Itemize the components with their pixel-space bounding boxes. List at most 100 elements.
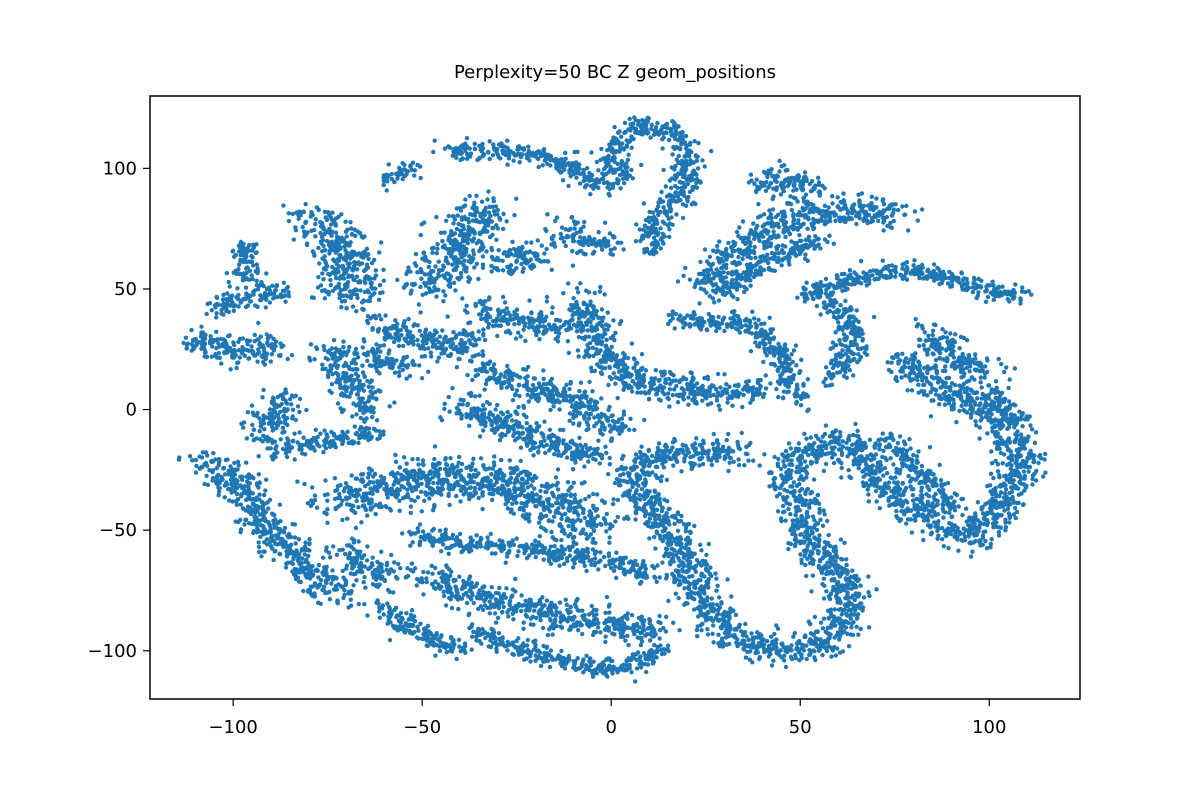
scatter-point: [700, 158, 705, 163]
scatter-point: [373, 268, 378, 273]
scatter-point: [550, 305, 555, 310]
scatter-point: [568, 326, 574, 331]
scatter-point: [327, 597, 333, 602]
scatter-point: [293, 417, 298, 423]
scatter-point: [366, 290, 371, 295]
scatter-point: [436, 355, 442, 360]
scatter-point: [263, 305, 268, 310]
scatter-point: [601, 353, 607, 359]
scatter-point: [390, 365, 395, 371]
scatter-point: [627, 173, 633, 178]
scatter-point: [360, 345, 365, 350]
scatter-point: [490, 225, 495, 231]
scatter-point: [222, 350, 227, 355]
scatter-point: [202, 342, 207, 347]
scatter-point: [373, 511, 378, 517]
scatter-point: [472, 200, 477, 205]
scatter-point: [468, 212, 473, 217]
scatter-point: [396, 338, 401, 343]
scatter-point: [633, 382, 638, 387]
scatter-point: [643, 233, 648, 238]
scatter-point: [594, 400, 600, 405]
scatter-point: [660, 219, 665, 224]
scatter-point: [670, 392, 675, 398]
scatter-point: [613, 381, 618, 386]
scatter-point: [351, 377, 356, 383]
scatter-point: [278, 519, 283, 524]
scatter-point: [464, 303, 469, 308]
scatter-point: [391, 339, 397, 345]
scatter-point: [540, 317, 545, 322]
scatter-point: [512, 312, 517, 317]
scatter-point: [470, 377, 475, 383]
scatter-point: [293, 393, 299, 398]
scatter-point: [491, 256, 496, 262]
scatter-point: [320, 362, 325, 367]
scatter-point: [308, 503, 314, 509]
scatter-point: [214, 295, 220, 301]
scatter-point: [388, 335, 393, 340]
scatter-point: [316, 575, 321, 580]
scatter-point: [463, 197, 468, 202]
scatter-point: [629, 385, 634, 390]
scatter-point: [592, 368, 597, 374]
scatter-point: [381, 429, 386, 434]
scatter-point: [323, 265, 328, 270]
scatter-point: [247, 268, 253, 274]
scatter-point: [352, 350, 357, 355]
scatter-point: [328, 439, 334, 444]
scatter-point: [383, 313, 388, 318]
scatter-point: [255, 304, 260, 309]
scatter-point: [393, 459, 399, 464]
scatter-point: [534, 421, 539, 426]
scatter-point: [588, 192, 593, 197]
scatter-point: [224, 308, 229, 314]
scatter-point: [257, 512, 263, 517]
scatter-point: [453, 266, 458, 271]
scatter-point: [193, 457, 199, 463]
scatter-point: [506, 380, 512, 385]
scatter-point: [235, 497, 241, 502]
scatter-point: [391, 482, 396, 487]
scatter-point: [395, 321, 400, 327]
scatter-point: [199, 324, 204, 329]
scatter-point: [670, 119, 675, 124]
scatter-point: [326, 271, 331, 277]
scatter-point: [487, 139, 492, 144]
scatter-point: [360, 363, 365, 368]
scatter-point: [201, 336, 206, 342]
scatter-point: [274, 284, 279, 289]
scatter-point: [602, 292, 607, 297]
scatter-point: [250, 491, 255, 496]
scatter-point: [341, 363, 346, 369]
scatter-point: [356, 601, 361, 607]
scatter-point: [391, 590, 396, 595]
scatter-point: [650, 240, 656, 246]
scatter-point: [536, 449, 541, 454]
scatter-point: [321, 243, 326, 249]
scatter-point: [248, 294, 253, 299]
scatter-point: [354, 550, 360, 555]
scatter-point: [264, 332, 269, 337]
scatter-point: [363, 585, 368, 590]
scatter-point: [322, 510, 327, 515]
scatter-point: [351, 571, 356, 577]
scatter-point: [334, 552, 340, 557]
scatter-point: [325, 590, 330, 595]
scatter-point: [258, 297, 264, 303]
scatter-point: [355, 355, 361, 360]
scatter-point: [240, 351, 245, 356]
scatter-point: [262, 362, 267, 367]
scatter-point: [357, 279, 362, 284]
scatter-point: [209, 459, 214, 465]
scatter-point: [715, 371, 721, 377]
scatter-point: [384, 188, 389, 193]
scatter-point: [502, 250, 507, 256]
scatter-point: [377, 250, 382, 255]
scatter-point: [466, 219, 472, 225]
scatter-point: [635, 385, 641, 390]
scatter-point: [301, 435, 306, 440]
scatter-point: [564, 455, 570, 460]
scatter-point: [465, 310, 470, 315]
scatter-point: [465, 345, 470, 351]
